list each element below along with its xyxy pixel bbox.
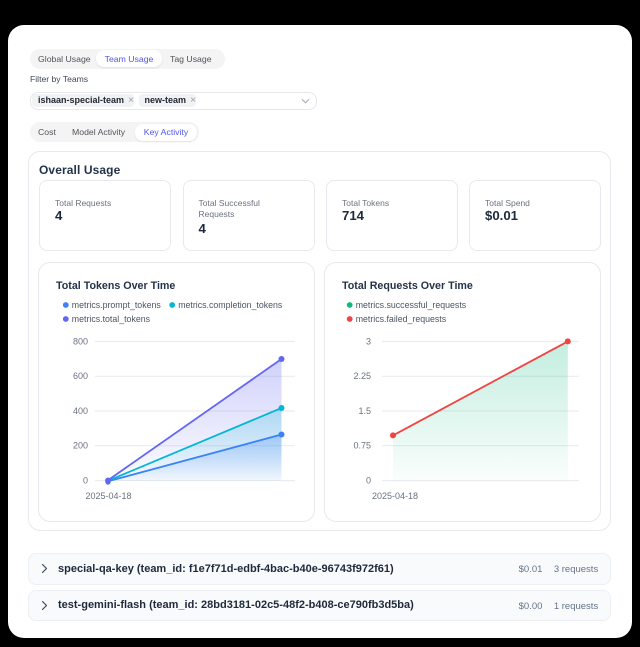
svg-text:metrics.completion_tokens: metrics.completion_tokens <box>178 300 283 310</box>
svg-text:2.25: 2.25 <box>353 371 371 381</box>
svg-text:metrics.prompt_tokens: metrics.prompt_tokens <box>72 300 162 310</box>
svg-text:metrics.failed_requests: metrics.failed_requests <box>356 314 447 324</box>
svg-text:200: 200 <box>73 441 88 451</box>
svg-text:400: 400 <box>73 406 88 416</box>
svg-text:2025-04-18: 2025-04-18 <box>85 491 131 501</box>
svg-text:0.75: 0.75 <box>353 441 371 451</box>
svg-text:600: 600 <box>73 371 88 381</box>
svg-text:metrics.total_tokens: metrics.total_tokens <box>72 314 151 324</box>
svg-text:0: 0 <box>83 476 88 486</box>
svg-text:0: 0 <box>366 476 371 486</box>
svg-text:2025-04-18: 2025-04-18 <box>372 491 418 501</box>
svg-text:metrics.successful_requests: metrics.successful_requests <box>356 300 467 310</box>
svg-text:3: 3 <box>366 336 371 346</box>
svg-text:800: 800 <box>73 336 88 346</box>
svg-text:1.5: 1.5 <box>358 406 371 416</box>
